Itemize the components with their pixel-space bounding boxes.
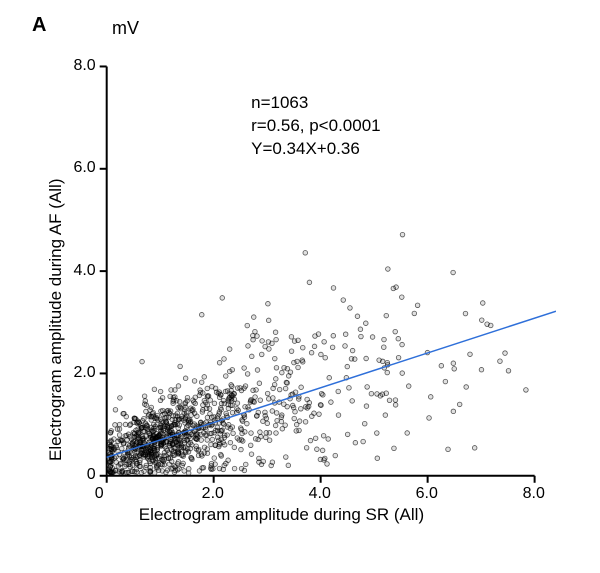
scatter-points bbox=[107, 232, 528, 475]
y-tick-label: 0 bbox=[62, 466, 96, 484]
figure-root: { "figure": { "width_px": 600, "height_p… bbox=[0, 0, 600, 573]
y-tick-label: 8.0 bbox=[62, 57, 96, 75]
panel-label: A bbox=[32, 14, 46, 37]
x-tick-label: 0 bbox=[95, 485, 104, 503]
regression-line bbox=[107, 311, 556, 457]
x-tick-label: 2.0 bbox=[202, 485, 224, 503]
x-tick-label: 8.0 bbox=[523, 485, 545, 503]
y-tick-label: 6.0 bbox=[62, 159, 96, 177]
stats-annotation: n=1063 r=0.56, p<0.0001 Y=0.34X+0.36 bbox=[251, 92, 381, 161]
unit-label: mV bbox=[112, 18, 139, 39]
x-tick-label: 6.0 bbox=[416, 485, 438, 503]
x-tick-label: 4.0 bbox=[309, 485, 331, 503]
y-tick-label: 4.0 bbox=[62, 262, 96, 280]
x-axis-label: Electrogram amplitude during SR (All) bbox=[139, 505, 424, 525]
y-tick-label: 2.0 bbox=[62, 364, 96, 382]
y-axis-label: Electrogram amplitude during AF (All) bbox=[46, 178, 66, 461]
